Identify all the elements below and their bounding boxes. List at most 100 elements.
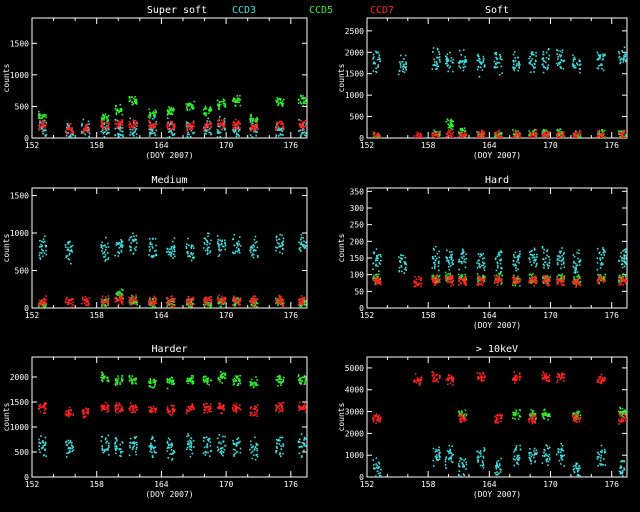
data-point [118, 247, 121, 249]
data-point [150, 302, 152, 305]
x-tick-label: 176 [284, 141, 299, 150]
data-point [71, 250, 73, 253]
data-point [496, 66, 499, 68]
data-point [621, 280, 624, 283]
data-point [600, 277, 602, 280]
data-point [405, 69, 407, 71]
data-point [65, 131, 67, 134]
data-point [223, 124, 225, 127]
data-point [249, 246, 252, 249]
data-point [534, 279, 536, 282]
data-point [129, 297, 132, 299]
data-point [574, 67, 577, 69]
data-point [148, 254, 150, 256]
point-cluster [556, 131, 566, 138]
data-point [496, 284, 499, 286]
data-point [449, 272, 452, 275]
data-point [372, 131, 375, 133]
data-point [106, 116, 109, 119]
point-cluster [249, 120, 259, 132]
data-point [114, 127, 117, 130]
data-point [68, 135, 70, 138]
data-point [557, 58, 559, 60]
data-point [41, 117, 43, 119]
data-point [556, 137, 559, 138]
data-point [45, 295, 47, 297]
data-point [518, 262, 520, 264]
data-point [578, 276, 581, 279]
data-point [512, 276, 514, 279]
data-point [403, 272, 406, 274]
data-point [70, 245, 72, 248]
data-point [604, 136, 606, 138]
data-point [38, 116, 41, 119]
data-point [204, 124, 207, 127]
data-point [67, 439, 70, 442]
data-point [130, 299, 132, 301]
data-point [152, 447, 155, 450]
data-point [516, 135, 519, 138]
point-cluster [494, 129, 503, 138]
data-point [220, 300, 222, 302]
data-point [560, 132, 563, 135]
data-point [556, 133, 558, 135]
data-point [494, 62, 497, 65]
data-point [372, 275, 375, 278]
data-point [149, 241, 152, 243]
data-point [401, 258, 403, 261]
data-point [601, 279, 604, 282]
data-point [432, 135, 434, 138]
data-point [43, 115, 46, 117]
data-point [459, 133, 461, 136]
data-point [68, 254, 71, 256]
data-point [256, 117, 258, 119]
data-point [218, 130, 220, 132]
data-point [519, 136, 522, 138]
data-point [192, 256, 194, 259]
data-point [253, 306, 256, 308]
data-point [171, 299, 173, 302]
data-point [556, 132, 559, 134]
data-point [444, 271, 447, 274]
data-point [133, 247, 136, 250]
plot-frame [31, 356, 308, 478]
x-tick-label: 152 [25, 141, 40, 150]
data-point [239, 104, 242, 107]
data-point [543, 133, 546, 135]
data-point [574, 282, 576, 285]
data-point [519, 250, 521, 253]
data-point [461, 128, 464, 131]
data-point [174, 125, 176, 127]
data-point [168, 125, 170, 127]
data-point [207, 304, 209, 307]
data-point [405, 66, 407, 68]
data-point [233, 252, 235, 254]
data-point [209, 305, 212, 308]
data-point [379, 282, 382, 284]
data-point [618, 51, 620, 53]
point-cluster [512, 250, 521, 272]
data-point [379, 277, 381, 280]
data-point [373, 274, 375, 277]
data-point [445, 274, 448, 276]
data-point [135, 98, 138, 101]
data-point [437, 279, 439, 282]
data-point [512, 63, 515, 66]
data-point [620, 278, 623, 280]
data-point [276, 122, 279, 124]
data-point [463, 255, 465, 257]
data-point [67, 127, 70, 130]
data-point [480, 278, 482, 280]
data-point [598, 278, 601, 281]
data-point [397, 73, 400, 76]
data-point [420, 134, 423, 136]
data-point [169, 251, 171, 254]
data-point [446, 118, 449, 120]
data-point [518, 256, 521, 258]
data-point [167, 457, 170, 459]
data-point [528, 279, 531, 282]
data-point [235, 124, 237, 127]
data-point [103, 122, 106, 124]
data-point [249, 121, 252, 123]
data-point [434, 281, 437, 284]
